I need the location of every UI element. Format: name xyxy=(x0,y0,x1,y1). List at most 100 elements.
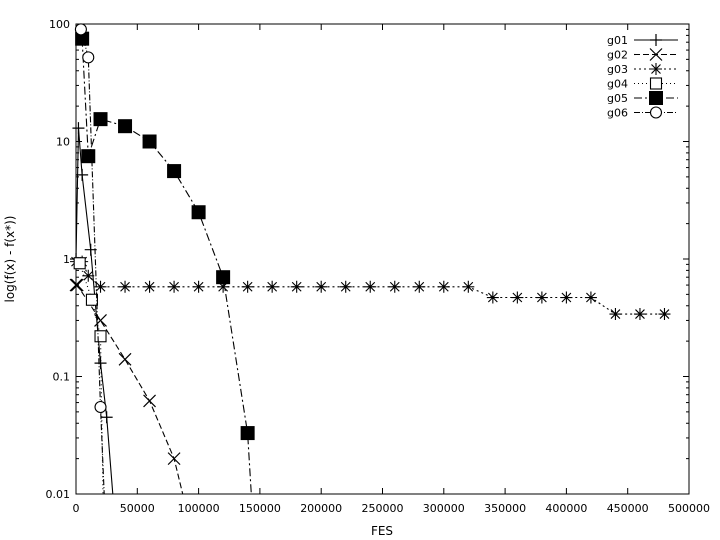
asterisk-marker xyxy=(168,280,181,293)
x-tick-label: 300000 xyxy=(423,502,465,515)
series-line-g05 xyxy=(81,38,252,495)
data-point xyxy=(649,77,663,90)
x-tick-label: 250000 xyxy=(362,502,404,515)
data-point xyxy=(633,308,646,321)
data-point xyxy=(82,51,95,64)
data-point xyxy=(437,280,450,293)
data-point xyxy=(315,280,328,293)
legend-label: g05 xyxy=(607,92,628,105)
data-point xyxy=(94,330,107,343)
asterisk-marker xyxy=(437,280,450,293)
asterisk-marker xyxy=(266,280,279,293)
series-g02 xyxy=(69,278,184,495)
open-circle-marker xyxy=(74,23,87,36)
asterisk-marker xyxy=(462,280,475,293)
legend-item-g01: g01 xyxy=(607,34,678,47)
plus-marker xyxy=(76,168,89,181)
x-marker xyxy=(118,352,132,366)
y-axis-title: log(f(x) - f(x*)) xyxy=(3,216,17,303)
y-tick-label: 0.1 xyxy=(53,371,71,384)
x-axis-title: FES xyxy=(371,524,393,538)
legend-item-g04: g04 xyxy=(607,77,678,91)
open-circle-marker xyxy=(82,51,95,64)
asterisk-marker xyxy=(82,269,95,282)
data-point xyxy=(364,280,377,293)
data-point xyxy=(85,293,98,306)
data-point xyxy=(168,280,181,293)
plus-marker xyxy=(650,34,662,46)
x-tick-label: 450000 xyxy=(607,502,649,515)
x-tick-label: 500000 xyxy=(668,502,710,515)
y-tick-label: 1 xyxy=(63,253,70,266)
data-point xyxy=(94,400,107,414)
series-g03 xyxy=(70,255,671,321)
open-circle-marker xyxy=(94,400,107,414)
data-point xyxy=(94,314,107,327)
data-point xyxy=(143,394,156,408)
asterisk-marker xyxy=(143,280,156,293)
open-square-marker xyxy=(94,330,107,343)
x-tick-label: 50000 xyxy=(120,502,155,515)
series-g04 xyxy=(73,257,107,495)
series-layer xyxy=(69,23,671,495)
data-point xyxy=(486,291,499,304)
filled-square-marker xyxy=(240,426,255,441)
data-point xyxy=(650,63,662,75)
series-g06 xyxy=(74,23,107,495)
x-marker xyxy=(143,394,156,408)
asterisk-marker xyxy=(609,308,622,321)
asterisk-marker xyxy=(241,280,254,293)
data-point xyxy=(584,291,597,304)
data-point xyxy=(69,278,83,292)
open-circle-marker xyxy=(649,106,663,119)
data-point xyxy=(266,280,279,293)
legend-item-g06: g06 xyxy=(607,106,678,120)
asterisk-marker xyxy=(511,291,524,304)
data-point xyxy=(73,257,86,270)
data-point xyxy=(100,411,113,424)
asterisk-marker xyxy=(315,280,328,293)
data-point xyxy=(143,280,156,293)
data-point xyxy=(118,352,132,366)
legend-label: g06 xyxy=(607,107,628,120)
data-point xyxy=(462,280,475,293)
data-point xyxy=(535,291,548,304)
x-tick-label: 200000 xyxy=(300,502,342,515)
filled-square-marker xyxy=(142,134,157,149)
series-line-g03 xyxy=(76,261,665,315)
data-point xyxy=(650,34,662,46)
data-point xyxy=(94,357,107,370)
plus-marker xyxy=(72,122,85,135)
data-point xyxy=(82,269,95,282)
data-point xyxy=(290,280,303,293)
data-point xyxy=(74,23,87,36)
asterisk-marker xyxy=(633,308,646,321)
data-point xyxy=(81,149,96,164)
data-point xyxy=(649,106,663,119)
asterisk-marker xyxy=(650,63,662,75)
data-point xyxy=(119,280,132,293)
series-line-g06 xyxy=(80,29,105,495)
x-marker xyxy=(70,278,84,292)
legend-item-g02: g02 xyxy=(607,48,678,62)
y-tick-label: 10 xyxy=(56,136,70,149)
asterisk-marker xyxy=(290,280,303,293)
legend-item-g03: g03 xyxy=(607,63,678,76)
x-marker xyxy=(69,278,83,292)
data-point xyxy=(191,205,206,220)
asterisk-marker xyxy=(364,280,377,293)
axis-ticks: 0 50000 100000 150000 200000 250000 300000 3500… xyxy=(46,18,711,515)
data-point xyxy=(560,291,573,304)
x-tick-label: 400000 xyxy=(545,502,587,515)
y-tick-label: 0.01 xyxy=(46,488,71,501)
asterisk-marker xyxy=(584,291,597,304)
x-tick-label: 0 xyxy=(73,502,80,515)
asterisk-marker xyxy=(560,291,573,304)
data-point xyxy=(76,168,89,181)
data-point xyxy=(118,119,133,134)
data-point xyxy=(339,280,352,293)
data-point xyxy=(241,280,254,293)
filled-square-marker xyxy=(81,149,96,164)
data-point xyxy=(70,278,84,292)
